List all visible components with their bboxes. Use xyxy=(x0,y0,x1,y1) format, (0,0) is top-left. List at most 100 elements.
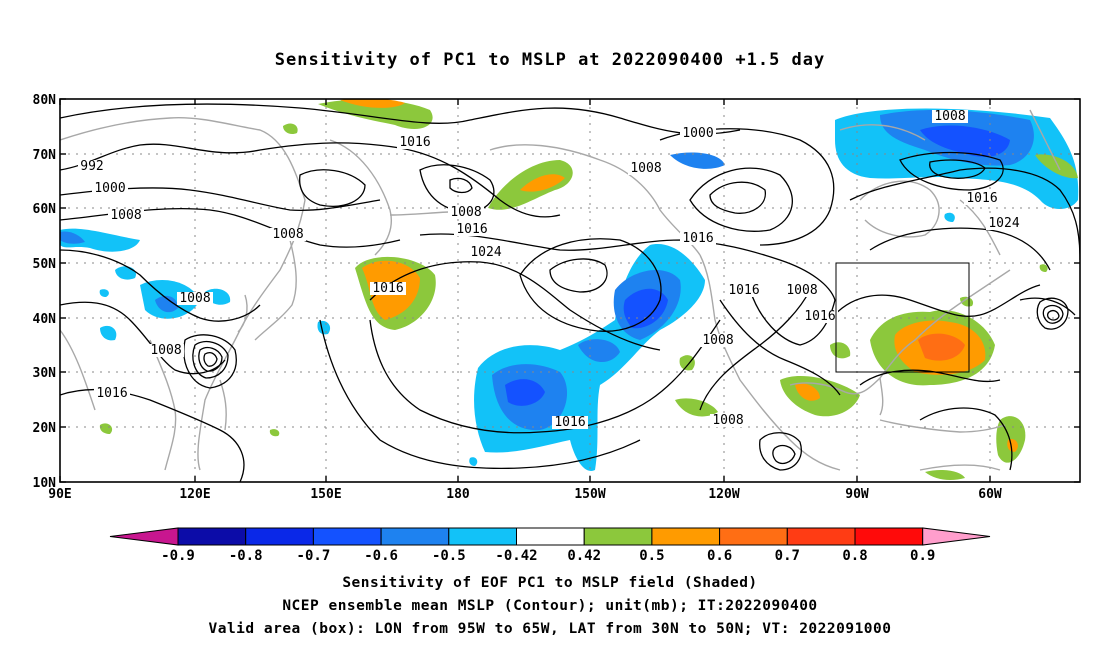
contour-line xyxy=(60,103,741,135)
contour-label: 1008 xyxy=(150,343,181,358)
shade-orange-northpac xyxy=(520,174,565,192)
contour-label: 1016 xyxy=(682,231,713,246)
contour-line xyxy=(203,352,218,367)
contour-line xyxy=(183,334,237,389)
contour-line xyxy=(60,388,245,482)
caption-valid-area: Valid area (box): LON from 95W to 65W, L… xyxy=(208,621,892,637)
coast-gulf xyxy=(789,269,1011,395)
contour-label-bg xyxy=(552,416,588,429)
shade-green-e6 xyxy=(925,470,965,480)
colorbar-label: -0.8 xyxy=(229,548,263,564)
shade-dblue-cpac xyxy=(623,288,668,329)
shade-green-e2 xyxy=(675,398,718,417)
map-plot-area: 992 1000 1008 1008 1008 1016 1008 1016 1016 1024 1… xyxy=(60,99,1080,482)
colorbar-segment xyxy=(245,527,314,546)
contour-line xyxy=(1046,309,1060,321)
contour-label-bg xyxy=(784,284,820,297)
shade-cyan-w2 xyxy=(115,266,136,280)
contour-label-bg xyxy=(370,282,406,295)
contour-label: 1000 xyxy=(682,126,713,141)
contour-line xyxy=(659,128,835,246)
contour-label-bg xyxy=(680,127,716,140)
contour-label: 992 xyxy=(80,159,103,174)
shade-cyan-e10 xyxy=(944,212,955,222)
shade-green-small xyxy=(283,123,298,135)
contour-label-bg xyxy=(78,160,106,173)
contour-label: 1008 xyxy=(630,161,661,176)
contour-label: 1008 xyxy=(786,283,817,298)
contour-label: 1000 xyxy=(94,181,125,196)
contour-label: 1008 xyxy=(702,333,733,348)
shade-blue-w1 xyxy=(60,231,85,244)
contour-line xyxy=(60,249,261,322)
contour-label-bg xyxy=(92,182,128,195)
contour-label-bg xyxy=(932,110,968,123)
coast-japan xyxy=(254,239,297,341)
contour-line xyxy=(449,177,473,194)
contour-label: 1024 xyxy=(470,245,501,260)
colorbar: -0.9 -0.8 -0.7 -0.6 -0.5 -0.42 0.42 0.5 0.6 0.7 0.… xyxy=(109,527,991,564)
lon-tick-label: 120E xyxy=(179,487,210,502)
contour-label-bg xyxy=(964,192,1000,205)
contour-label-bg xyxy=(397,136,433,149)
coast-greenland xyxy=(1029,109,1061,171)
colorbar-label: 0.9 xyxy=(910,548,935,564)
contour-line xyxy=(719,299,841,396)
colorbar-segment xyxy=(177,527,247,546)
coast-kamchatka xyxy=(329,139,392,256)
shade-red-eus xyxy=(918,333,965,361)
contour-label-bg xyxy=(628,162,664,175)
lon-tick-label: 120W xyxy=(708,487,739,502)
contour-label-bg xyxy=(108,209,144,222)
shade-blue-w3 xyxy=(155,295,178,313)
colorbar-label: -0.6 xyxy=(364,548,398,564)
contour-label: 1016 xyxy=(456,222,487,237)
contour-line xyxy=(319,319,641,470)
shade-cyan-w5 xyxy=(100,325,117,341)
contour-line xyxy=(369,261,661,351)
contour-line xyxy=(919,407,1013,471)
contour-label-bg xyxy=(680,232,716,245)
contour-label: 1008 xyxy=(934,109,965,124)
valid-area-box xyxy=(835,262,970,373)
colorbar-segment xyxy=(854,527,924,546)
lon-tick-label: 60W xyxy=(978,487,1002,502)
mslp-contours xyxy=(60,103,1080,482)
shade-green-e4 xyxy=(960,296,974,307)
contour-label-bg xyxy=(454,223,490,236)
lat-tick-label: 10N xyxy=(33,476,57,491)
lat-tick-label: 50N xyxy=(33,257,57,272)
contour-line xyxy=(929,159,986,179)
contour-line xyxy=(192,341,229,379)
coast-florida xyxy=(879,377,884,416)
contour-label-bg xyxy=(94,387,130,400)
contour-label: 1008 xyxy=(272,227,303,242)
coast-korea xyxy=(237,294,248,333)
colorbar-triangle-high xyxy=(922,527,991,546)
lon-tick-label: 90E xyxy=(48,487,71,502)
coast-philippines xyxy=(219,379,227,431)
shade-arctic-green xyxy=(318,99,433,130)
shade-cyan-e9 xyxy=(469,457,478,466)
shade-green-e8 xyxy=(99,423,113,434)
contour-line xyxy=(899,151,1004,191)
contour-line xyxy=(198,346,223,372)
contour-label-bg xyxy=(802,310,838,323)
lat-tick-label: 80N xyxy=(33,93,57,108)
plot-frame xyxy=(59,98,1081,483)
sensitivity-shading xyxy=(60,99,1079,480)
colorbar-label: -0.9 xyxy=(161,548,195,564)
contour-line xyxy=(869,227,1051,271)
contour-line xyxy=(299,169,366,207)
contour-label-bg xyxy=(177,292,213,305)
lat-tick-label: 30N xyxy=(33,366,57,381)
colorbar-label: 0.6 xyxy=(707,548,732,564)
contour-line xyxy=(759,432,802,471)
shade-cyan-arctic2 xyxy=(670,152,725,169)
coast-arctic-isl xyxy=(839,124,926,141)
contour-label-bg xyxy=(726,284,762,297)
coast-sam xyxy=(919,464,1001,471)
shade-arctic-orange xyxy=(340,99,405,108)
contour-label: 1016 xyxy=(728,283,759,298)
lon-tick-label: 90W xyxy=(845,487,869,502)
